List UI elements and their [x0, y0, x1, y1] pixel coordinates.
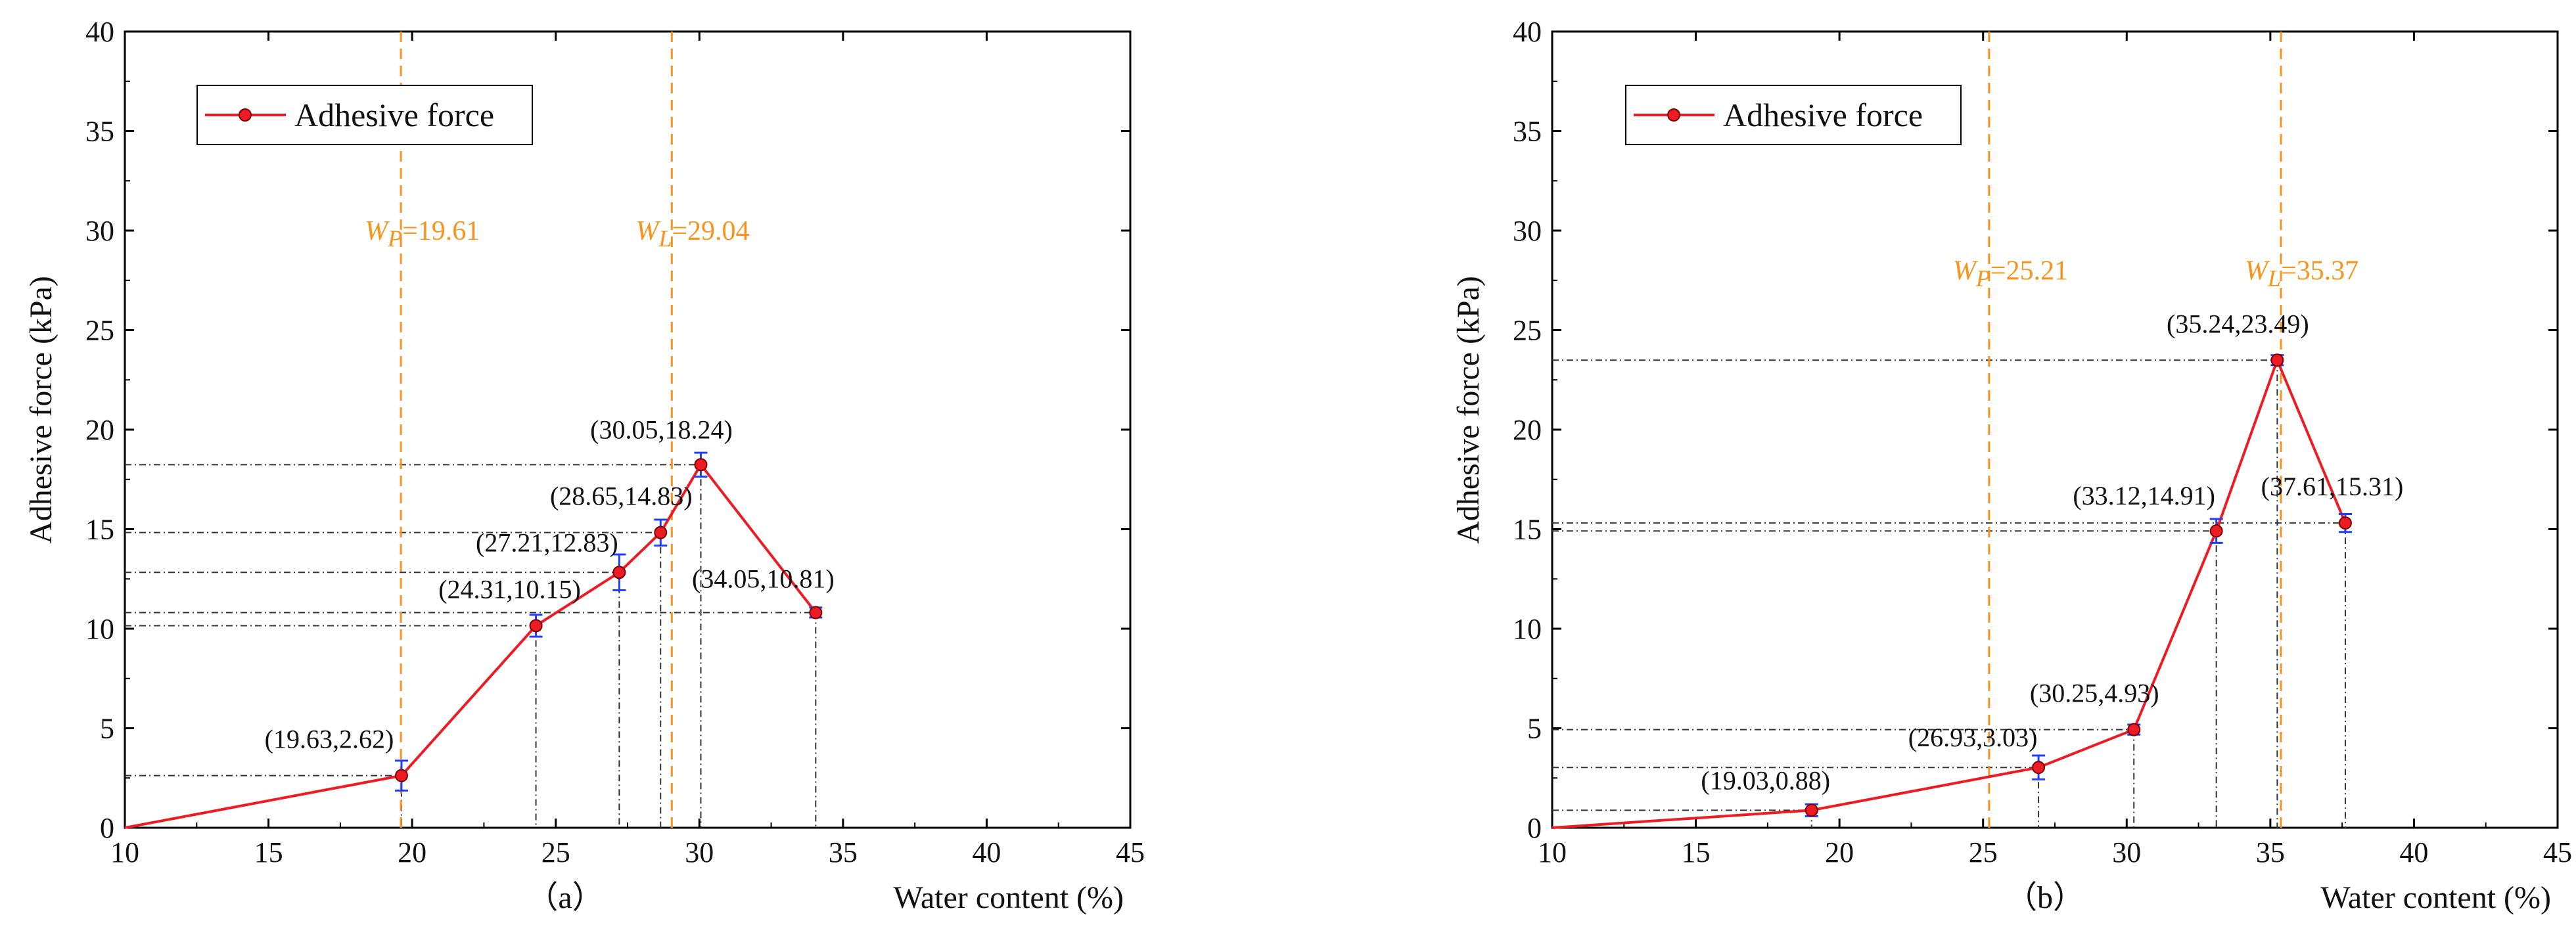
legend-marker-swatch — [1667, 108, 1680, 122]
series-line — [1552, 356, 2347, 829]
data-point-label: (35.24,23.49) — [2167, 309, 2309, 338]
limit-value: =35.37 — [2281, 256, 2358, 286]
legend-marker-swatch — [239, 108, 252, 122]
limit-subscript: L — [658, 225, 672, 252]
y-axis-label: Adhesive force (kPa) — [24, 276, 58, 544]
panel-label: （b） — [2006, 880, 2084, 915]
data-point-marker — [1805, 803, 1818, 817]
x-axis-label: Water content (%) — [893, 880, 1124, 915]
data-point-marker — [2032, 761, 2046, 775]
y-tick-label: 20 — [85, 414, 114, 446]
data-point-marker — [654, 526, 668, 539]
y-tick-label: 0 — [100, 812, 114, 844]
data-point-label: (33.12,14.91) — [2073, 481, 2215, 510]
limit-value: =29.04 — [672, 216, 749, 246]
x-tick-label: 45 — [2543, 836, 2572, 868]
legend-label: Adhesive force — [294, 97, 494, 133]
limit-subscript: P — [1975, 265, 1990, 292]
limit-symbol: W — [365, 216, 390, 246]
x-axis-label: Water content (%) — [2320, 880, 2551, 915]
plot-frame — [1551, 30, 2559, 829]
data-point-label: (26.93,3.03) — [1908, 723, 2038, 752]
y-tick-label: 5 — [100, 713, 114, 745]
data-point-marker — [394, 769, 408, 782]
data-point-marker — [529, 619, 543, 633]
y-tick-label: 35 — [85, 116, 114, 148]
data-point-label: (30.05,18.24) — [590, 415, 733, 444]
limit-label-l: WL=35.37 — [2245, 256, 2358, 292]
data-point-marker — [2209, 524, 2223, 538]
data-point-marker — [2127, 723, 2141, 736]
x-tick-label: 30 — [2112, 836, 2141, 868]
x-tick-label: 40 — [2399, 836, 2428, 868]
y-tick-label: 10 — [85, 613, 114, 645]
x-tick-label: 20 — [398, 836, 426, 868]
y-tick-label: 20 — [1513, 414, 1542, 446]
data-point-label: (24.31,10.15) — [438, 574, 581, 604]
limit-symbol: W — [2245, 256, 2270, 286]
y-tick-label: 40 — [1513, 16, 1542, 48]
x-tick-label: 25 — [541, 836, 570, 868]
panel-label: （a） — [526, 880, 603, 915]
limit-subscript: P — [387, 225, 402, 252]
data-point-label: (27.21,12.83) — [476, 528, 618, 557]
x-tick-label: 10 — [1538, 836, 1567, 868]
series-line — [124, 462, 817, 829]
limit-symbol: W — [635, 216, 661, 246]
data-point-marker — [612, 566, 626, 579]
x-tick-label: 15 — [254, 836, 283, 868]
y-tick-label: 5 — [1527, 713, 1542, 745]
y-tick-label: 25 — [1513, 315, 1542, 347]
x-tick-label: 40 — [972, 836, 1001, 868]
data-point-label: (19.03,0.88) — [1701, 765, 1830, 795]
y-tick-label: 40 — [85, 16, 114, 48]
limit-label-p: WP=19.61 — [365, 216, 480, 252]
y-axis-label: Adhesive force (kPa) — [1451, 276, 1486, 544]
y-tick-label: 0 — [1527, 812, 1542, 844]
data-point-label: (19.63,2.62) — [265, 725, 394, 754]
y-tick-label: 30 — [85, 215, 114, 247]
data-point-label: (34.05,10.81) — [692, 564, 835, 593]
x-tick-label: 45 — [1116, 836, 1145, 868]
data-point-marker — [809, 606, 823, 619]
data-point-label: (37.61,15.31) — [2261, 472, 2404, 501]
y-tick-label: 15 — [1513, 514, 1542, 546]
y-tick-label: 35 — [1513, 116, 1542, 148]
data-point-label: (28.65,14.83) — [550, 482, 693, 511]
data-point-marker — [2338, 516, 2352, 530]
x-tick-label: 35 — [829, 836, 858, 868]
data-point-marker — [694, 458, 708, 472]
y-tick-label: 30 — [1513, 215, 1542, 247]
limit-label-p: WP=25.21 — [1953, 256, 2068, 292]
chart-panel-a: 10 15 20 25 30 35 40 45 0 5 10 15 20 25 30 35 40 Water co… — [24, 16, 1145, 915]
x-tick-label: 15 — [1682, 836, 1711, 868]
y-tick-label: 25 — [85, 315, 114, 347]
x-tick-label: 25 — [1969, 836, 1998, 868]
limit-symbol: W — [1953, 256, 1979, 286]
y-tick-label: 15 — [85, 514, 114, 546]
x-tick-label: 35 — [2256, 836, 2285, 868]
data-point-marker — [2270, 353, 2284, 367]
x-tick-label: 30 — [685, 836, 714, 868]
limit-value: =19.61 — [402, 216, 480, 246]
chart-panel-b: 10 15 20 25 30 35 40 45 0 5 10 15 20 25 30 35 40 Water co… — [1451, 16, 2572, 915]
legend-label: Adhesive force — [1723, 97, 1923, 133]
data-point-label: (30.25,4.93) — [2030, 679, 2159, 708]
x-tick-label: 10 — [110, 836, 139, 868]
limit-subscript: L — [2267, 265, 2281, 292]
limit-value: =25.21 — [1990, 256, 2068, 286]
limit-label-l: WL=29.04 — [635, 216, 749, 252]
y-tick-label: 10 — [1513, 613, 1542, 645]
x-tick-label: 20 — [1825, 836, 1854, 868]
